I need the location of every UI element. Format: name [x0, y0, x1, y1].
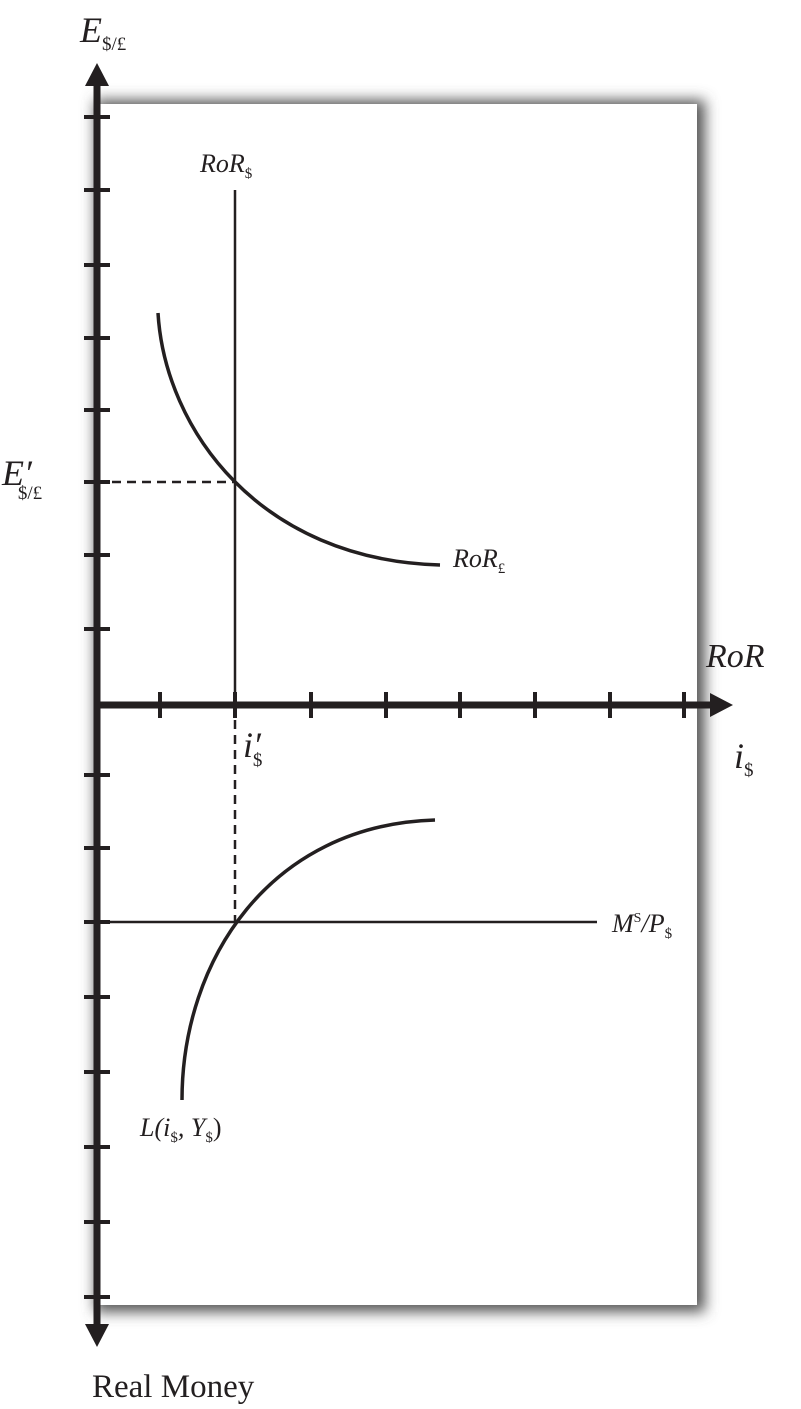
- y-axis-top-label: E$/£: [79, 10, 126, 55]
- x-axis-lower-label: i$: [734, 736, 754, 781]
- arrow-up-icon: [85, 63, 109, 86]
- equilibrium-exchange-rate-label: E′ $/£: [1, 453, 42, 504]
- money-demand-curve: [180, 818, 436, 1101]
- money-demand-label: L(i$, Y$): [139, 1113, 221, 1146]
- equilibrium-interest-rate-label: i′$: [243, 725, 262, 771]
- arrow-down-icon: [85, 1324, 109, 1347]
- x-axis-upper-label: RoR: [705, 638, 765, 675]
- ror-pound-label: RoR£: [452, 544, 506, 577]
- axis-ticks: [84, 115, 686, 1299]
- y-axis-bottom-label: Real Money: [92, 1369, 255, 1405]
- ror-dollar-label: RoR$: [199, 149, 253, 182]
- money-supply-label: MS/P$: [611, 909, 673, 942]
- arrow-right-icon: [710, 693, 733, 717]
